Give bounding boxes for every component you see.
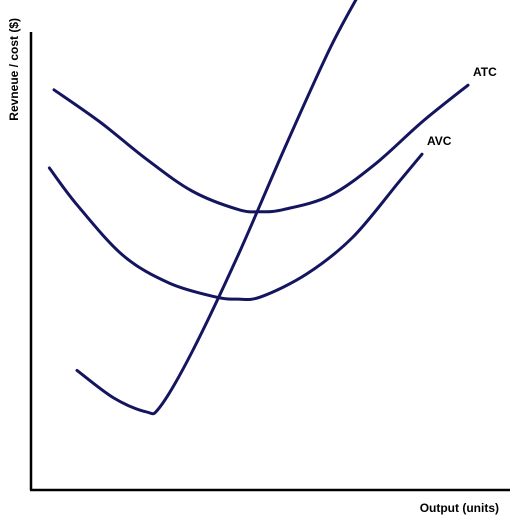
y-axis-label: Revneue / cost ($): [7, 18, 21, 121]
series-label-atc: ATC: [473, 65, 497, 79]
series-labels-group: MCATCAVC: [427, 65, 497, 148]
series-line-avc: [47, 152, 424, 302]
series-line-mc: [75, 0, 358, 416]
series-label-avc: AVC: [427, 134, 452, 148]
curves-group: [47, 0, 470, 416]
x-axis-label: Output (units): [420, 501, 499, 515]
series-line-atc: [52, 83, 470, 214]
